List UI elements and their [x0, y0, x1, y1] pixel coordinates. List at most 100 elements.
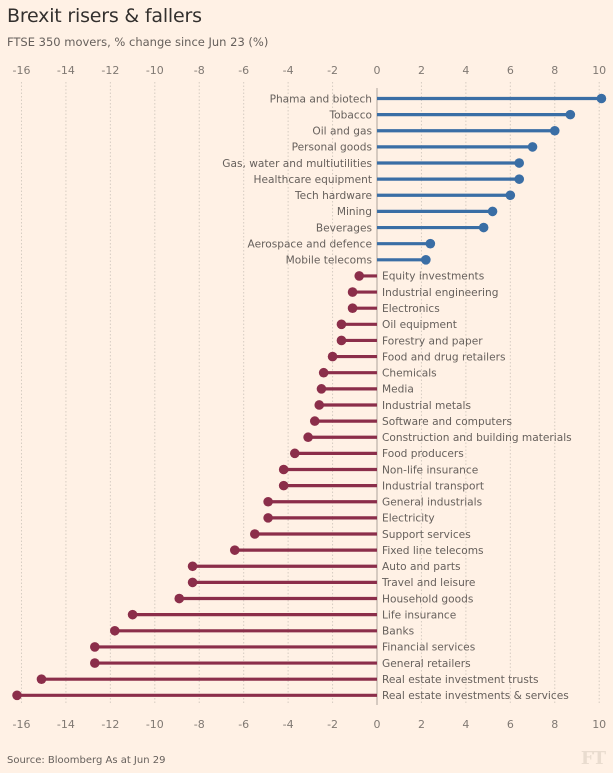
category-label: Equity investments — [382, 271, 484, 283]
lollipop-dot — [347, 287, 358, 297]
lollipop-dot — [303, 432, 313, 443]
category-label: Industrial engineering — [382, 287, 498, 299]
ft-logo: FT — [580, 748, 606, 769]
lollipop-dot — [36, 674, 47, 684]
x-tick-label-top: -8 — [194, 64, 205, 77]
x-tick-label-bottom: 0 — [374, 718, 381, 731]
x-tick-label-bottom: 6 — [507, 718, 514, 731]
category-label: Real estate investments & services — [382, 690, 569, 702]
x-tick-label-bottom: -8 — [194, 718, 205, 731]
lollipop-dot — [187, 561, 198, 572]
lollipop-dot — [90, 642, 100, 652]
category-label: Financial services — [382, 642, 475, 654]
lollipop-dot — [596, 93, 607, 104]
lollipop-dot — [336, 335, 347, 346]
lollipop-dot — [487, 206, 498, 217]
lollipop-dot — [263, 496, 273, 507]
lollipop-dot — [478, 222, 489, 233]
lollipop-dot — [12, 690, 22, 701]
source-note: Source: Bloomberg As at Jun 29 — [7, 755, 166, 766]
category-label: General retailers — [382, 658, 471, 670]
category-label: Travel and leisure — [381, 577, 475, 589]
x-tick-label-bottom: 2 — [418, 718, 425, 731]
category-label: Fixed line telecoms — [382, 545, 484, 557]
lollipop-dot — [249, 529, 260, 539]
lollipop-dot — [174, 593, 185, 604]
category-label: Chemicals — [382, 368, 437, 380]
x-tick-label-top: -16 — [12, 64, 30, 77]
lollipop-dot — [318, 367, 329, 378]
category-label: Media — [382, 384, 414, 396]
lollipop-dot — [278, 480, 289, 491]
category-label: Household goods — [382, 593, 473, 605]
category-label: Real estate investment trusts — [382, 674, 539, 686]
category-label: Personal goods — [292, 142, 372, 154]
lollipop-dot — [327, 351, 338, 362]
lollipop-dot — [229, 545, 240, 555]
category-label: Oil equipment — [382, 319, 457, 331]
lollipop-dot — [425, 238, 436, 249]
x-tick-label-bottom: -12 — [101, 718, 119, 731]
category-label: Banks — [382, 626, 414, 638]
category-label: Auto and parts — [382, 561, 461, 573]
x-tick-label-bottom: 8 — [551, 718, 558, 731]
lollipop-dot — [565, 109, 576, 120]
lollipop-dot — [347, 303, 358, 313]
category-label: Non-life insurance — [382, 464, 478, 476]
category-label: Food and drug retailers — [382, 351, 506, 363]
x-tick-label-top: 2 — [418, 64, 425, 77]
lollipop-dot — [421, 254, 431, 265]
category-label: Software and computers — [382, 416, 512, 428]
lollipop-dot — [263, 513, 273, 523]
x-tick-label-top: 6 — [507, 64, 514, 77]
category-label: Industrial transport — [382, 480, 484, 492]
lollipop-dot — [90, 658, 100, 668]
category-label: Support services — [382, 529, 471, 541]
lollipop-dot — [514, 158, 525, 168]
x-tick-label-top: 4 — [462, 64, 469, 77]
category-label: Tech hardware — [294, 190, 372, 202]
lollipop-dot — [314, 400, 325, 410]
x-tick-label-bottom: -10 — [146, 718, 164, 731]
category-label: Industrial metals — [382, 400, 471, 412]
x-tick-label-top: -14 — [57, 64, 75, 77]
lollipop-dot — [289, 448, 300, 459]
chart-subtitle: FTSE 350 movers, % change since Jun 23 (… — [7, 35, 269, 49]
category-label: Mobile telecoms — [286, 255, 372, 267]
category-label: Life insurance — [382, 609, 456, 621]
lollipop-dot — [127, 609, 138, 620]
lollipop-dot — [527, 142, 538, 152]
lollipop-dot — [336, 319, 347, 330]
x-tick-label-top: -10 — [146, 64, 164, 77]
category-label: Gas, water and multiutilities — [222, 158, 372, 170]
lollipop-dot — [505, 190, 516, 201]
category-label: Phama and biotech — [270, 93, 372, 105]
category-labels: Phama and biotech Tobacco Oil and gas Perso… — [222, 93, 571, 702]
lollipop-dot — [514, 174, 525, 184]
x-tick-label-top: -2 — [327, 64, 338, 77]
category-label: Mining — [337, 206, 372, 218]
x-tick-label-bottom: -16 — [12, 718, 30, 731]
category-label: Aerospace and defence — [248, 238, 372, 250]
x-tick-label-top: 10 — [592, 64, 606, 77]
x-axis-top: -16 -14 -12 -10 -8 -6 -4 -2 0 2 4 6 8 10 — [12, 64, 606, 77]
category-label: Tobacco — [329, 109, 373, 121]
category-label: Oil and gas — [312, 126, 372, 138]
lollipops — [12, 93, 607, 701]
x-tick-label-top: 8 — [551, 64, 558, 77]
lollipop-dot — [278, 464, 289, 475]
x-tick-label-top: 0 — [374, 64, 381, 77]
x-tick-label-bottom: 10 — [592, 718, 606, 731]
x-axis-bottom: -16 -14 -12 -10 -8 -6 -4 -2 0 2 4 6 8 10 — [12, 718, 606, 731]
x-tick-label-top: -4 — [283, 64, 294, 77]
x-tick-label-bottom: -4 — [283, 718, 294, 731]
category-label: Beverages — [316, 222, 372, 234]
category-label: Construction and building materials — [382, 432, 572, 444]
lollipop-dot — [110, 625, 120, 636]
category-label: Food producers — [382, 448, 464, 460]
x-tick-label-bottom: -2 — [327, 718, 338, 731]
x-tick-label-bottom: -14 — [57, 718, 75, 731]
category-label: Healthcare equipment — [254, 174, 372, 186]
lollipop-dot — [316, 384, 327, 394]
